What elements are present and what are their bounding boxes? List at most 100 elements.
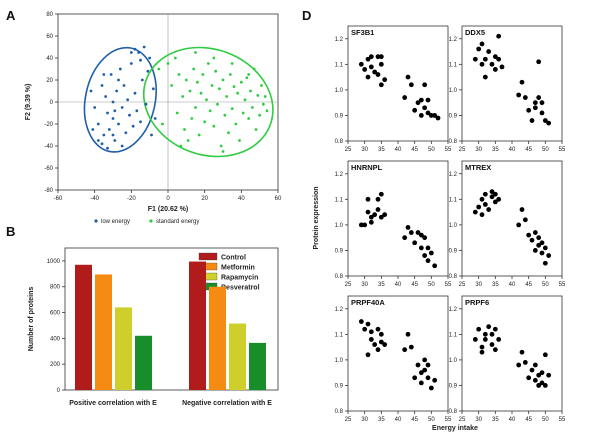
standard-energy-point (186, 139, 190, 142)
low-energy-point (128, 113, 131, 117)
subplot-x-tick-label: 30 (361, 147, 368, 153)
standard-energy-point (221, 78, 225, 82)
low-energy-point (96, 122, 100, 126)
pca-x-tick-label: 0 (166, 196, 170, 202)
standard-energy-point (227, 131, 230, 135)
low-energy-point (120, 144, 124, 148)
protein-data-point (418, 380, 424, 386)
protein-data-point (405, 331, 411, 337)
low-energy-point (133, 47, 137, 51)
standard-energy-point (210, 84, 214, 87)
bar-plot-frame (64, 247, 279, 391)
protein-data-point (542, 352, 548, 358)
subplot-y-tick-label: 1.1 (335, 197, 344, 203)
standard-energy-point (236, 91, 240, 95)
protein-data-point (519, 207, 525, 212)
protein-data-point (372, 69, 378, 75)
standard-energy-point (175, 111, 179, 115)
low-energy-point (91, 128, 95, 131)
panel-label-a: A (6, 8, 16, 23)
subplot-y-tick-label: 1.2 (449, 37, 458, 43)
protein-data-point (362, 67, 368, 72)
low-energy-point (151, 87, 155, 91)
low-energy-point (122, 84, 126, 87)
protein-data-point (402, 347, 408, 353)
protein-data-point (402, 235, 408, 241)
legend-label-control: Control (221, 255, 246, 262)
protein-data-point (425, 245, 431, 251)
legend-label-rapamycin: Rapamycin (221, 275, 258, 282)
legend-label-resveratrol: Resveratrol (221, 285, 260, 292)
protein-data-point (499, 64, 505, 70)
protein-data-point (372, 342, 378, 347)
low-energy-point (140, 78, 144, 82)
protein-data-point (546, 372, 552, 378)
subplot-x-tick-label: 45 (525, 417, 532, 423)
subplot-x-tick-label: 30 (361, 282, 368, 288)
standard-energy-point (247, 117, 251, 120)
standard-energy-point (195, 80, 199, 84)
protein-data-point (482, 202, 488, 207)
standard-energy-point (250, 106, 254, 109)
subplot-x-tick-label: 30 (475, 147, 482, 153)
protein-data-point (418, 113, 424, 118)
subplot-x-tick-label: 50 (428, 147, 435, 153)
energy-intake-axis-label: Energy intake (432, 425, 478, 432)
protein-data-point (378, 61, 384, 67)
low-energy-point (135, 109, 139, 113)
subplot-y-tick-label: 1.1 (335, 332, 344, 338)
subplot-x-tick-label: 25 (459, 282, 466, 288)
protein-data-point (532, 362, 538, 368)
protein-data-point (422, 253, 428, 258)
standard-energy-point (199, 91, 203, 95)
protein-data-point (365, 321, 371, 327)
protein-data-point (489, 342, 495, 347)
protein-data-point (378, 331, 384, 337)
subplot-x-tick-label: 25 (459, 417, 466, 423)
protein-data-point (415, 362, 421, 368)
standard-energy-point (197, 133, 201, 137)
subplot-title-sf3b1: SF3B1 (351, 28, 374, 37)
protein-data-point (482, 74, 488, 80)
protein-data-point (476, 204, 482, 210)
protein-data-point (542, 260, 548, 266)
protein-data-point (378, 54, 384, 60)
protein-data-point (536, 59, 542, 65)
low-energy-point (124, 131, 128, 135)
bar-control (75, 264, 92, 390)
low-energy-point (146, 69, 150, 73)
bar-category-label-positive: Positive correlation with E (69, 400, 157, 407)
low-energy-point (118, 67, 122, 71)
standard-energy-ellipse (142, 46, 274, 158)
protein-data-point (479, 212, 485, 218)
protein-data-point (539, 100, 545, 106)
low-energy-point (144, 102, 148, 106)
pca-legend: low energy standard energy (94, 219, 199, 225)
subplot-x-tick-label: 45 (411, 147, 418, 153)
standard-energy-point (194, 51, 197, 54)
pca-y-axis-label: F2 (9.39 %) (25, 84, 32, 121)
protein-data-point (368, 214, 374, 220)
protein-data-point (526, 375, 532, 381)
protein-data-point (372, 212, 378, 218)
subplot-y-tick-label: 1.0 (449, 88, 458, 94)
pca-x-tick-label: -40 (90, 196, 99, 202)
protein-data-point (412, 375, 418, 381)
protein-data-point (546, 253, 552, 258)
subplot-x-tick-label: 40 (395, 417, 402, 423)
standard-energy-point (261, 102, 265, 106)
standard-energy-point (225, 95, 229, 98)
protein-data-point (365, 196, 371, 202)
pca-scatter-panel: F1 (20.62 %) F2 (9.39 %) low energy stan… (25, 12, 282, 225)
protein-data-point (486, 49, 492, 54)
low-energy-point (102, 73, 106, 76)
protein-data-point (435, 115, 441, 121)
protein-data-point (536, 383, 542, 388)
protein-data-point (408, 82, 414, 88)
low-energy-point (129, 62, 133, 65)
subplot-y-tick-label: 1.0 (335, 223, 344, 229)
protein-data-point (362, 326, 368, 332)
low-energy-point (148, 56, 152, 60)
protein-data-point (489, 331, 495, 337)
subplot-x-tick-label: 50 (428, 417, 435, 423)
